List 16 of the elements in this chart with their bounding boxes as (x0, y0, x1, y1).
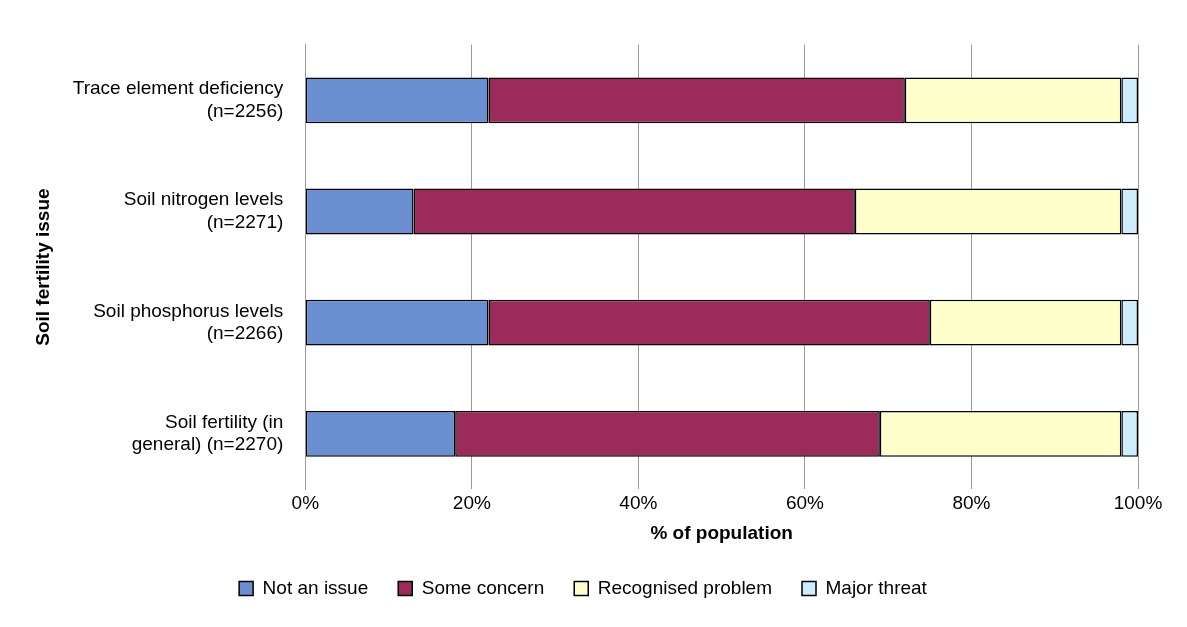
x-tick-label: 80% (952, 492, 991, 514)
legend-label: Recognised problem (597, 576, 773, 598)
y-tick-label: Soil nitrogen levels (n=2271) (123, 188, 284, 233)
x-tick-label: 40% (619, 492, 658, 514)
legend-label: Not an issue (262, 576, 369, 598)
y-axis-title: Soil fertility issue (31, 188, 53, 346)
legend-label: Some concern (421, 576, 545, 598)
x-tick-label: 20% (452, 492, 491, 514)
x-tick-label: 100% (1113, 492, 1163, 514)
x-tick-label: 0% (291, 492, 320, 514)
y-tick-label: Trace element deficiency (n=2256) (72, 77, 284, 122)
x-tick-label: 60% (785, 492, 825, 514)
y-tick-label: Soil phosphorus levels (n=2266) (93, 299, 284, 344)
legend-label: Major threat (825, 576, 928, 598)
x-axis-title: % of population (650, 521, 793, 543)
y-tick-label: Soil fertility (in general) (n=2270) (131, 410, 284, 455)
